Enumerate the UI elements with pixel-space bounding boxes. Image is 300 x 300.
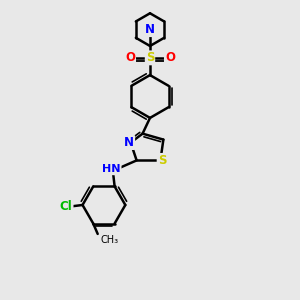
Text: S: S	[146, 51, 154, 64]
Text: N: N	[124, 136, 134, 149]
Text: Cl: Cl	[60, 200, 73, 213]
Text: HN: HN	[102, 164, 121, 174]
Text: O: O	[125, 51, 135, 64]
Text: CH₃: CH₃	[101, 235, 119, 245]
Text: S: S	[158, 154, 166, 167]
Text: O: O	[165, 51, 175, 64]
Text: N: N	[145, 23, 155, 36]
